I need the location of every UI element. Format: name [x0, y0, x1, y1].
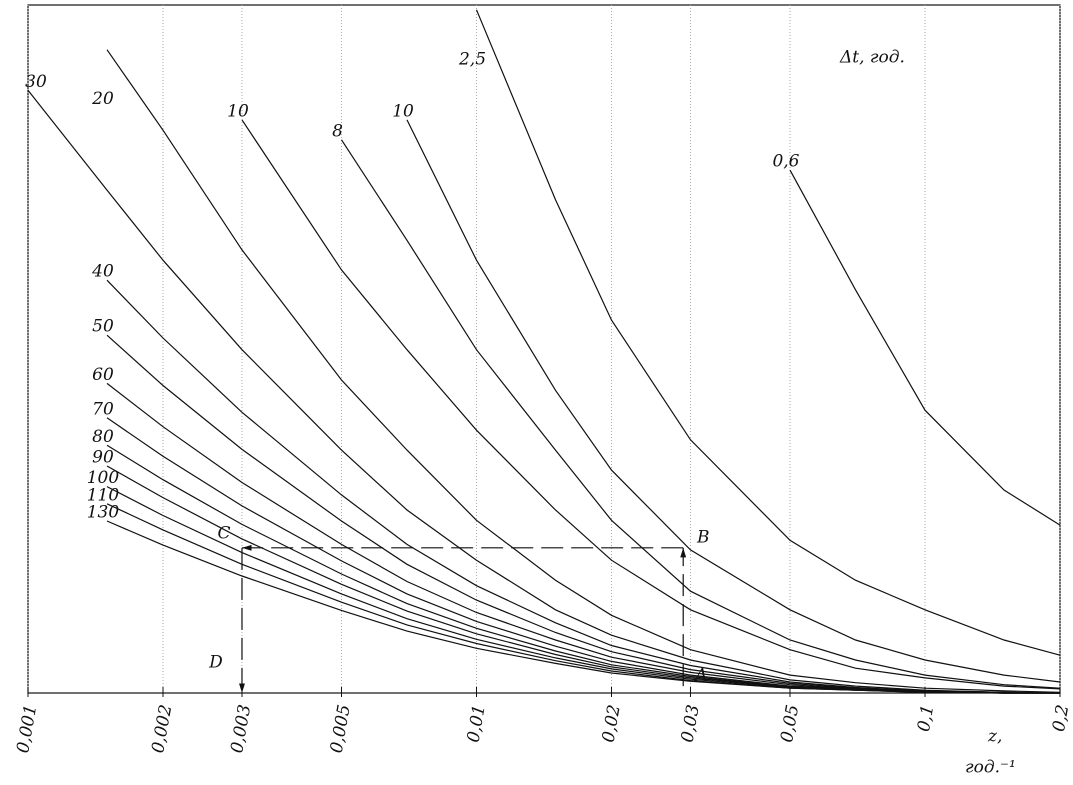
- curve-label: 8: [332, 121, 343, 141]
- x-tick-label: 0,03: [678, 703, 704, 744]
- x-tick-label: 0,003: [227, 703, 255, 754]
- x-tick-label: 0,001: [13, 703, 41, 754]
- curve: [27, 89, 1061, 694]
- curve: [340, 139, 1061, 689]
- curve: [106, 465, 1060, 694]
- curve-label: 30: [25, 72, 47, 92]
- curve: [106, 334, 1061, 694]
- curve-label: 40: [91, 262, 114, 282]
- plot-frame: [27, 4, 1061, 694]
- curve: [106, 279, 1061, 694]
- curve-label: 70: [92, 399, 114, 419]
- curve-label: 110: [87, 485, 120, 505]
- arrow-head: [241, 544, 252, 551]
- legend-title: Δt, год.: [839, 48, 905, 68]
- curve: [789, 169, 1061, 526]
- curve-label: 100: [87, 468, 120, 488]
- curve: [406, 119, 1061, 683]
- x-tick-label: 0,05: [777, 703, 803, 744]
- point-label: C: [217, 523, 230, 543]
- curve: [106, 520, 1060, 694]
- curve: [106, 444, 1060, 694]
- curve-label: 10: [227, 101, 249, 121]
- curve: [106, 486, 1060, 694]
- x-tick-label: 0,005: [327, 703, 355, 754]
- point-label: D: [208, 653, 223, 673]
- arrow-head: [680, 547, 687, 558]
- point-label: B: [696, 527, 710, 547]
- arrow-head: [239, 683, 245, 693]
- x-tick-label: 0,2: [1049, 703, 1073, 733]
- x-axis-label: z,: [987, 727, 1002, 747]
- curve-label: 90: [92, 447, 114, 467]
- curve-label: 0,6: [772, 152, 799, 172]
- x-tick-label: 0,002: [148, 703, 176, 754]
- curve-label: 50: [92, 317, 114, 337]
- curve-label: 60: [92, 365, 114, 385]
- x-axis-unit: год.⁻¹: [965, 758, 1016, 778]
- curve-label: 10: [392, 101, 414, 121]
- curve: [475, 9, 1061, 656]
- curve-label: 80: [92, 427, 114, 447]
- x-tick-label: 0,1: [914, 703, 938, 733]
- x-tick-label: 0,01: [464, 703, 490, 744]
- curve-label: 20: [91, 89, 114, 109]
- curve: [241, 119, 1061, 690]
- curve-label: 130: [87, 503, 120, 523]
- curve: [106, 49, 1061, 693]
- curve-label: 2,5: [458, 49, 486, 69]
- x-tick-label: 0,02: [599, 703, 625, 744]
- point-label: A: [693, 666, 707, 686]
